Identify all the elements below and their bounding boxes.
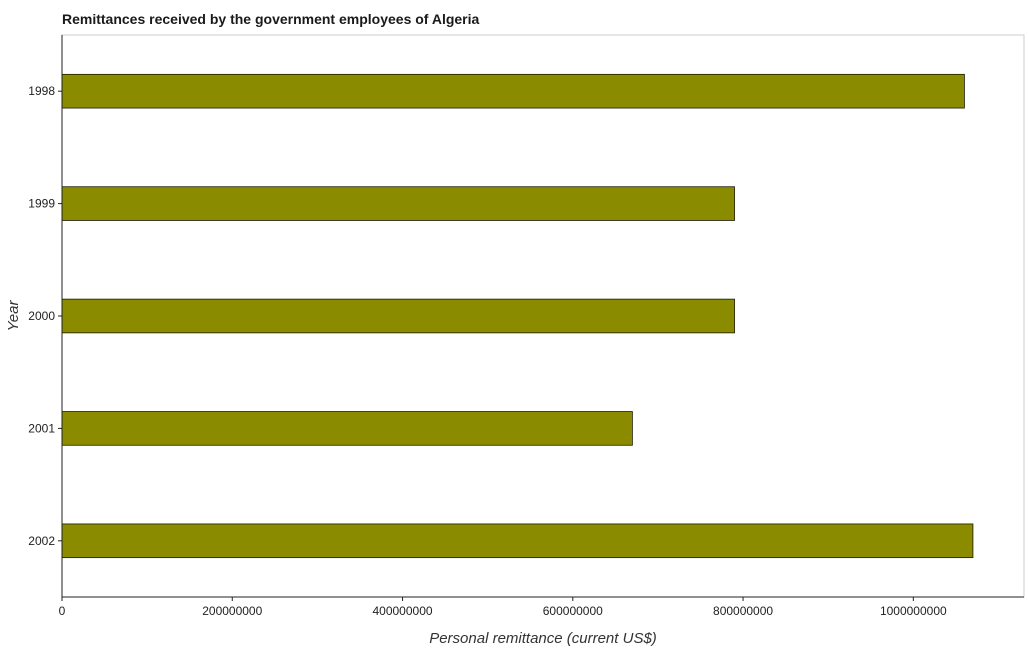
y-tick-label-2000: 2000 xyxy=(28,309,55,323)
x-tick-label-0: 0 xyxy=(59,604,66,618)
y-tick-label-1998: 1998 xyxy=(28,84,55,98)
bars-group xyxy=(61,73,974,559)
x-ticks-group: 0 200000000 400000000 600000000 800000000 100… xyxy=(59,597,947,618)
x-tick-label-4: 800000000 xyxy=(713,604,773,618)
bar-2002 xyxy=(61,523,974,559)
bar-1999 xyxy=(61,186,735,221)
y-tick-label-2002: 2002 xyxy=(28,534,55,548)
y-tick-label-1999: 1999 xyxy=(28,197,55,211)
chart-title: Remittances received by the government e… xyxy=(62,11,480,27)
bar-1998 xyxy=(61,73,965,109)
y-axis-label: Year xyxy=(5,300,22,332)
x-axis-label: Personal remittance (current US$) xyxy=(429,630,657,647)
x-tick-label-3: 600000000 xyxy=(543,604,603,618)
x-tick-label-1: 200000000 xyxy=(202,604,262,618)
bar-2001 xyxy=(61,411,633,446)
x-tick-label-5: 1000000000 xyxy=(880,604,947,618)
bar-2000 xyxy=(61,298,735,334)
x-tick-label-2: 400000000 xyxy=(372,604,432,618)
y-tick-label-2001: 2001 xyxy=(28,421,55,435)
y-ticks-group: 1998 1999 2000 2001 2002 xyxy=(28,84,62,548)
